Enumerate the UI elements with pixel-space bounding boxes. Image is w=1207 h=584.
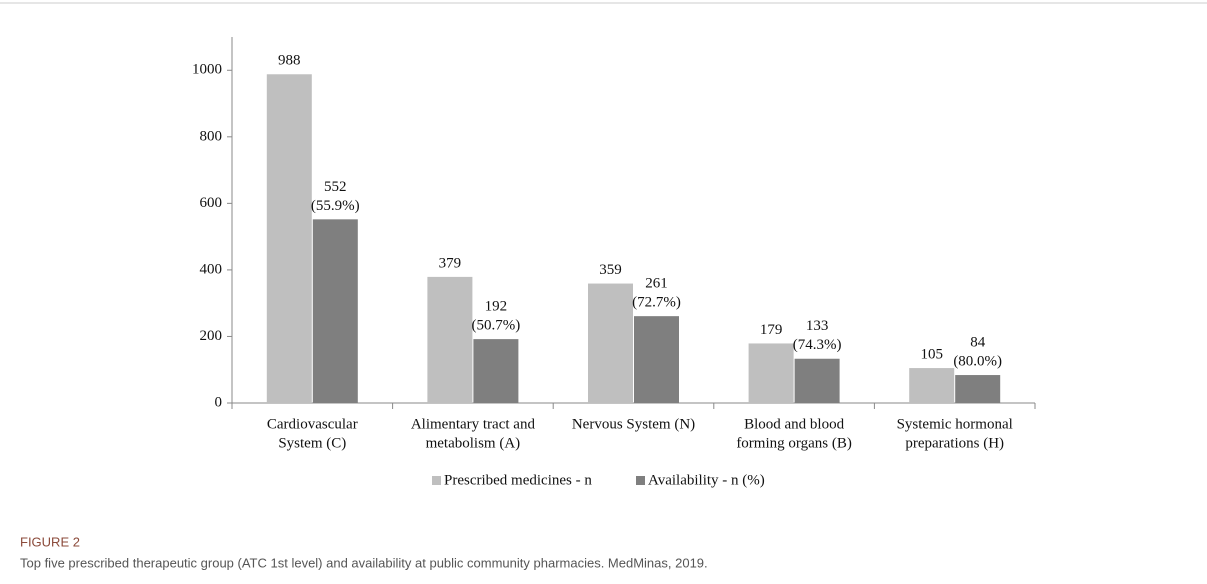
bar (266, 74, 312, 404)
x-tick-label: forming organs (B) (736, 435, 852, 451)
x-tick-label: Alimentary tract and (411, 416, 536, 432)
y-tick-label: 600 (200, 195, 223, 211)
data-label: 105 (920, 347, 943, 363)
data-label: (74.3%) (793, 337, 842, 353)
data-label: 359 (599, 262, 622, 278)
x-tick-label: System (C) (278, 435, 346, 451)
data-label: 261 (645, 276, 668, 292)
bar (955, 375, 1001, 403)
bar (634, 316, 679, 403)
y-tick-label: 200 (200, 328, 223, 344)
data-label: (55.9%) (311, 198, 360, 214)
legend-label: Prescribed medicines - n (444, 472, 592, 488)
data-label: 133 (806, 318, 829, 334)
x-tick-label: metabolism (A) (426, 435, 521, 451)
data-label: 192 (485, 299, 508, 315)
legend-swatch (636, 476, 645, 485)
data-label: 179 (760, 322, 783, 338)
bar (473, 339, 519, 403)
data-label: (50.7%) (472, 318, 521, 334)
data-label: (72.7%) (632, 295, 681, 311)
bar (794, 358, 840, 403)
data-label: 84 (970, 334, 986, 350)
bar (588, 283, 633, 403)
data-label: (80.0%) (953, 353, 1002, 369)
bar (312, 219, 358, 403)
data-label: 552 (324, 179, 347, 195)
y-tick-label: 800 (200, 128, 223, 144)
x-tick-label: Cardiovascular (267, 416, 358, 432)
y-tick-label: 400 (200, 261, 223, 277)
x-tick-label: Blood and blood (744, 416, 844, 432)
data-label: 379 (439, 255, 462, 271)
legend-swatch (432, 476, 441, 485)
y-tick-label: 1000 (192, 62, 222, 78)
bar (909, 368, 955, 403)
legend-label: Availability - n (%) (648, 472, 765, 488)
x-tick-label: Systemic hormonal (897, 416, 1013, 432)
x-tick-label: Nervous System (N) (572, 416, 695, 432)
bar (748, 343, 794, 403)
figure-label: FIGURE 2 (20, 534, 80, 549)
data-label: 988 (278, 53, 301, 69)
y-tick-label: 0 (215, 394, 223, 410)
bar (427, 276, 473, 403)
figure-caption: Top five prescribed therapeutic group (A… (20, 555, 708, 570)
x-tick-label: preparations (H) (905, 435, 1004, 451)
